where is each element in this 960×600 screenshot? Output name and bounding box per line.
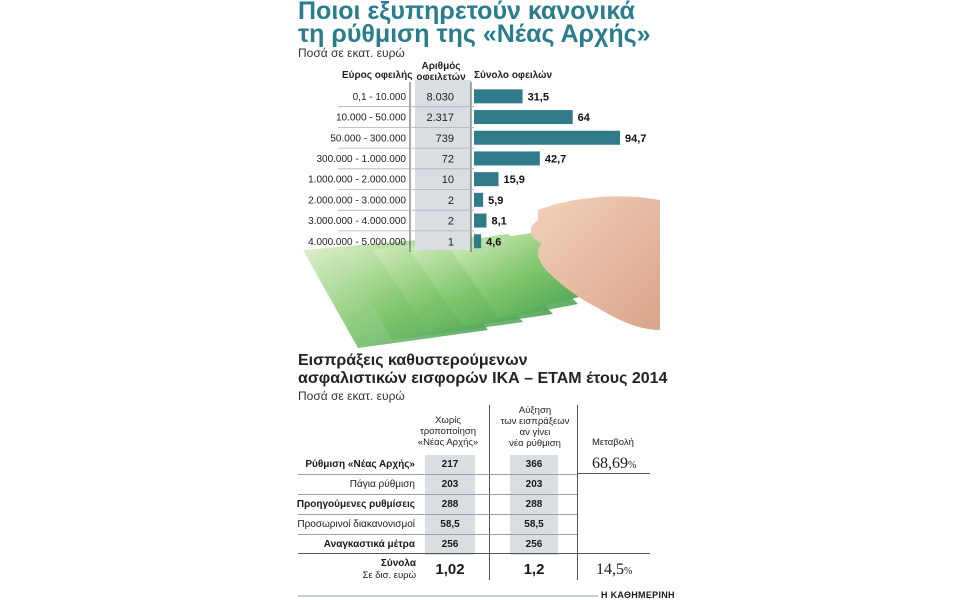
- banknotes: [303, 232, 598, 348]
- table-row-separator: [298, 534, 577, 535]
- table-title: Εισπράξεις καθυστερούμενων ασφαλιστικών …: [298, 352, 667, 388]
- category-label: 300.000 - 1.000.000: [316, 154, 406, 165]
- change-divider: [578, 473, 650, 474]
- totals-sublabel: Σε δισ. ευρώ: [362, 570, 416, 581]
- head-col2-line3: αν γίνει: [519, 427, 551, 438]
- debtor-count: 1: [448, 236, 454, 248]
- bar-value-label: 42,7: [545, 153, 566, 165]
- table-head-col1: Χωρίς τροποποίηση «Νέας Αρχής»: [410, 415, 486, 448]
- table-row-label: Ρύθμιση «Νέας Αρχής»: [305, 459, 415, 470]
- col-total-header: Σύνολο οφειλών: [474, 70, 553, 81]
- table-cell-col2: 203: [525, 479, 543, 490]
- debtor-count: 739: [436, 133, 454, 145]
- category-label: 4.000.000 - 5.000.000: [308, 237, 406, 248]
- bars-group: 0,1 - 10.000 8.030 31,5 10.000 - 50.000 2.31…: [308, 89, 646, 249]
- table-row-separator: [298, 474, 577, 475]
- head-col2-line4: νέα ρύθμιση: [509, 438, 561, 449]
- change-top-value: 68,69: [592, 455, 628, 472]
- table-row-separator: [298, 514, 577, 515]
- col-count-header-line2: οφειλετών: [416, 72, 466, 83]
- bar-value-label: 8,1: [491, 216, 506, 228]
- debtor-count: 2: [448, 195, 454, 207]
- chart-title-line2: τη ρύθμιση της «Νέας Αρχής»: [298, 20, 651, 48]
- category-label: 2.000.000 - 3.000.000: [308, 195, 406, 206]
- debtor-count: 2.317: [426, 112, 454, 124]
- category-label: 50.000 - 300.000: [330, 133, 406, 144]
- bar: [474, 130, 620, 145]
- totals-divider: [298, 553, 650, 554]
- change-top: 68,69%: [592, 455, 636, 473]
- table-title-line1: Εισπράξεις καθυστερούμενων: [298, 352, 528, 369]
- debtor-count: 8.030: [426, 91, 454, 103]
- head-col1-line2: τροποποίηση: [419, 426, 477, 437]
- table-cell-col1: 203: [441, 479, 459, 490]
- totals-label: Σύνολα: [380, 558, 416, 569]
- category-label: 10.000 - 50.000: [336, 113, 406, 124]
- table-col2-shade: [510, 455, 558, 555]
- table-row-label: Προσωρινοί διακανονισμοί: [297, 519, 415, 530]
- footer-source: Η ΚΑΘΗΜΕΡΙΝΗ: [601, 590, 675, 600]
- table-head-col3: Μεταβολή: [592, 437, 634, 448]
- bar-value-label: 31,5: [528, 91, 549, 103]
- table-row-separator: [298, 494, 577, 495]
- bar-value-label: 94,7: [625, 133, 646, 145]
- bar-chart: 0,1 - 10.000 8.030 31,5 10.000 - 50.000 2.31…: [308, 80, 646, 252]
- table-cell-col1: 58,5: [440, 519, 460, 530]
- bar-value-label: 4,6: [486, 236, 501, 248]
- debtor-count: 72: [442, 153, 454, 165]
- table-subtitle: Ποσά σε εκατ. ευρώ: [298, 389, 405, 403]
- count-column-shade: [415, 80, 471, 250]
- table-col1-shade: [425, 455, 475, 555]
- head-col2-line2: των εισπράξεων: [500, 416, 570, 427]
- debtor-count: 2: [448, 216, 454, 228]
- hand: [530, 196, 660, 330]
- category-label: 3.000.000 - 4.000.000: [308, 216, 406, 227]
- bar-value-label: 15,9: [504, 174, 525, 186]
- bar: [474, 192, 484, 207]
- table-cell-col2: 288: [525, 499, 543, 510]
- change-total-value: 14,5: [596, 561, 624, 578]
- table-row-label: Πάγια ρύθμιση: [349, 479, 415, 490]
- col-count-header: Αριθμός οφειλετών: [413, 61, 469, 83]
- debtor-count: 10: [442, 174, 454, 186]
- head-col2-line1: Αύξηση: [518, 405, 552, 416]
- footer-rule: [298, 595, 598, 597]
- change-top-sign: %: [628, 460, 637, 471]
- head-col1-line1: Χωρίς: [435, 415, 461, 426]
- bar-value-label: 5,9: [488, 195, 503, 207]
- category-label: 0,1 - 10.000: [353, 92, 407, 103]
- table-title-line2: ασφαλιστικών εισφορών ΙΚΑ – ΕΤΑΜ έτους 2…: [298, 370, 668, 387]
- bar: [474, 110, 573, 125]
- bar-value-label: 64: [578, 112, 591, 124]
- money-hand-illustration: [303, 196, 660, 348]
- bar: [474, 172, 499, 187]
- chart-title-line1: Ποιοι εξυπηρετούν κανονικά: [298, 0, 635, 25]
- change-total: 14,5%: [596, 561, 632, 579]
- table-cell-col1: 288: [441, 499, 459, 510]
- bar: [474, 234, 482, 249]
- table-row-label: Προηγούμενες ρυθμίσεις: [296, 499, 415, 510]
- col-range-header: Εύρος οφειλής: [342, 70, 413, 81]
- table-cell-col2: 58,5: [524, 519, 544, 530]
- table-row-label: Αναγκαστικά μέτρα: [323, 539, 415, 550]
- table-divider-2: [577, 405, 578, 580]
- table-cell-col2: 256: [525, 539, 543, 550]
- chart-title: Ποιοι εξυπηρετούν κανονικά τη ρύθμιση τη…: [298, 0, 651, 48]
- bar: [474, 151, 540, 166]
- bar: [474, 89, 523, 104]
- table-head-col2: Αύξηση των εισπράξεων αν γίνει νέα ρύθμι…: [492, 405, 578, 449]
- table-divider-1: [489, 405, 490, 580]
- head-col1-line3: «Νέας Αρχής»: [417, 437, 479, 448]
- table-cell-col1: 217: [441, 459, 459, 470]
- total-col2: 1,2: [523, 561, 545, 578]
- table-cell-col2: 366: [525, 459, 543, 470]
- bar: [474, 213, 487, 228]
- chart-subtitle: Ποσά σε εκατ. ευρώ: [298, 46, 405, 60]
- change-total-sign: %: [624, 566, 633, 577]
- table-cell-col1: 256: [441, 539, 459, 550]
- total-col1: 1,02: [435, 561, 465, 578]
- col-count-header-line1: Αριθμός: [421, 61, 461, 72]
- category-label: 1.000.000 - 2.000.000: [308, 175, 406, 186]
